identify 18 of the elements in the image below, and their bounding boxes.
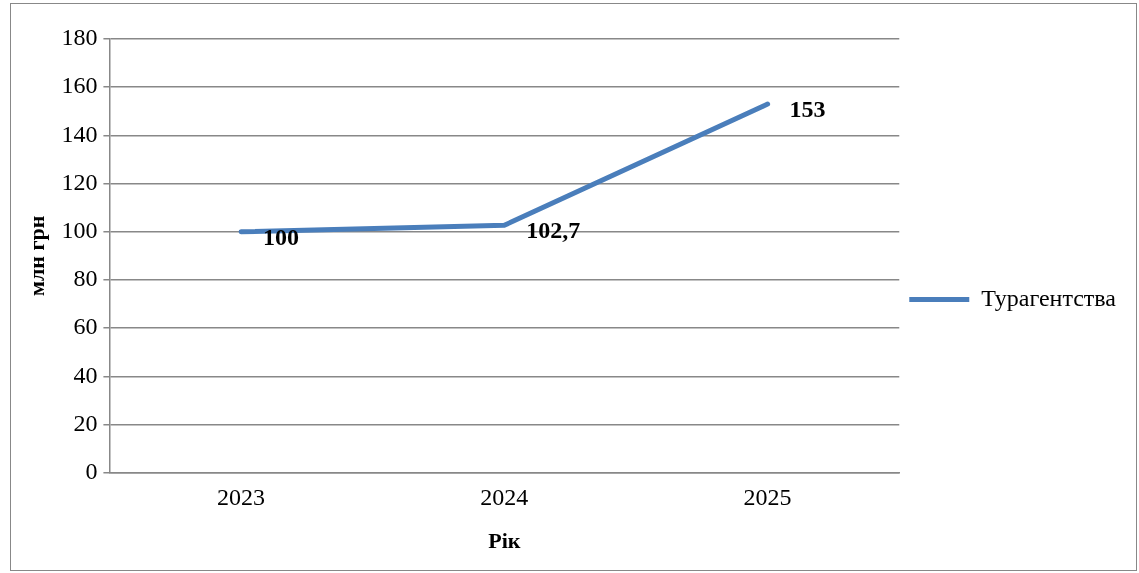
x-tick-label: 2024: [480, 484, 529, 511]
y-tick-label: 20: [73, 409, 98, 436]
y-tick-label: 120: [61, 168, 98, 195]
data-label: 153: [789, 96, 826, 123]
x-axis-title: Рік: [488, 528, 521, 554]
data-label: 102,7: [526, 217, 581, 244]
y-tick-label: 140: [61, 120, 98, 147]
x-tick-label: 2023: [217, 484, 266, 511]
y-tick-label: 60: [73, 313, 98, 340]
y-tick-label: 40: [73, 361, 98, 388]
y-tick-label: 0: [85, 458, 98, 485]
y-tick-label: 80: [73, 265, 98, 292]
legend-label: Турагентства: [981, 284, 1117, 311]
y-tick-label: 180: [61, 24, 98, 51]
y-tick-label: 160: [61, 72, 98, 99]
y-tick-label: 100: [61, 217, 98, 244]
y-axis-title: млн грн: [23, 215, 49, 297]
x-tick-label: 2025: [743, 484, 792, 511]
